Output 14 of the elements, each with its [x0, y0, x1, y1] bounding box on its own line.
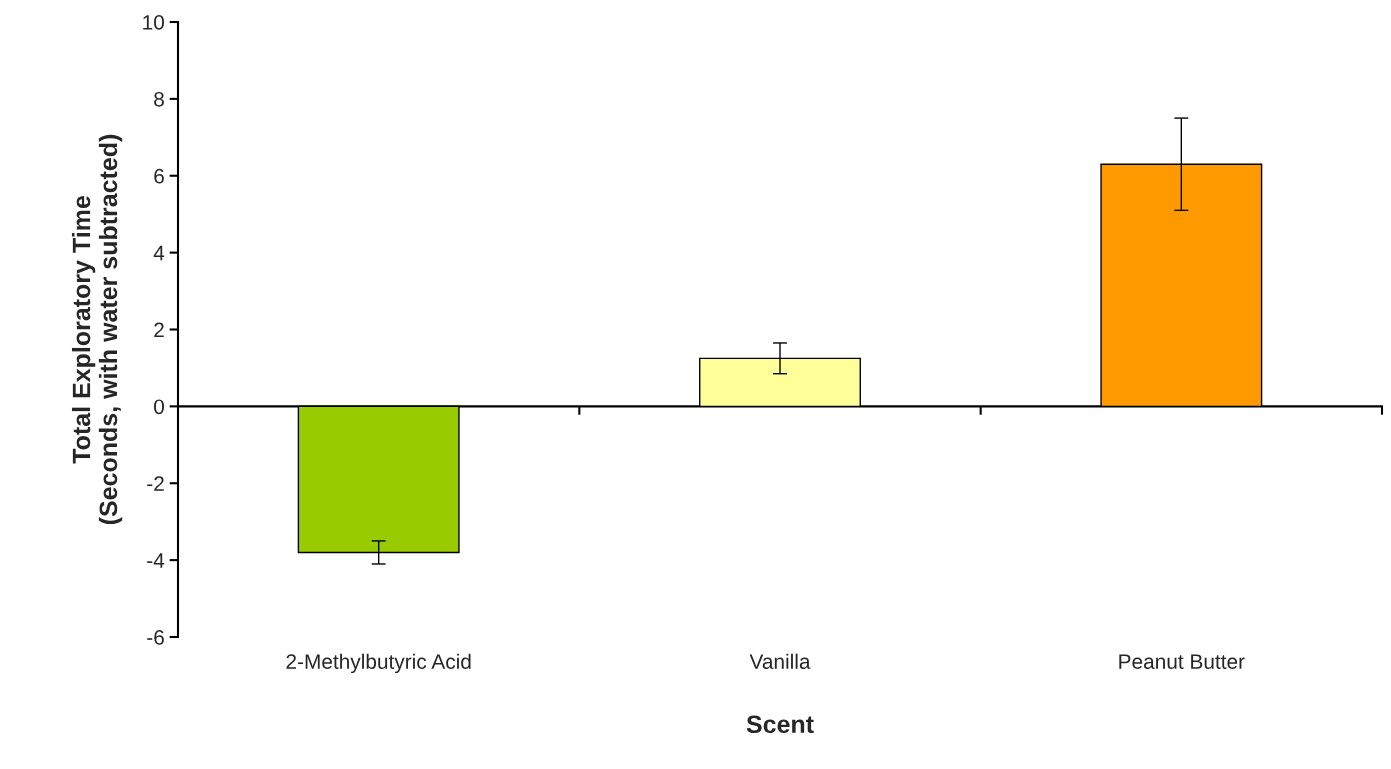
- y-axis-title: Total Exploratory Time (Seconds, with water subtracted): [71, 134, 123, 525]
- y-tick-label: -6: [147, 630, 164, 645]
- x-tick-label: 2-Methylbutyric Acid: [286, 653, 471, 674]
- y-tick-label: 10: [143, 15, 164, 30]
- y-tick-label: 8: [154, 91, 164, 107]
- y-tick-label: 6: [154, 168, 164, 184]
- y-tick-label: 0: [154, 399, 164, 415]
- y-tick-label: -4: [147, 553, 165, 568]
- y-tick-label: 2: [154, 322, 164, 338]
- y-tick-label: 4: [153, 245, 165, 261]
- y-tick-label: -2: [147, 476, 164, 491]
- x-tick-label: Vanilla: [749, 653, 811, 669]
- x-tick-label: Peanut Butter: [1119, 654, 1245, 669]
- x-axis-title: Scent: [746, 715, 814, 734]
